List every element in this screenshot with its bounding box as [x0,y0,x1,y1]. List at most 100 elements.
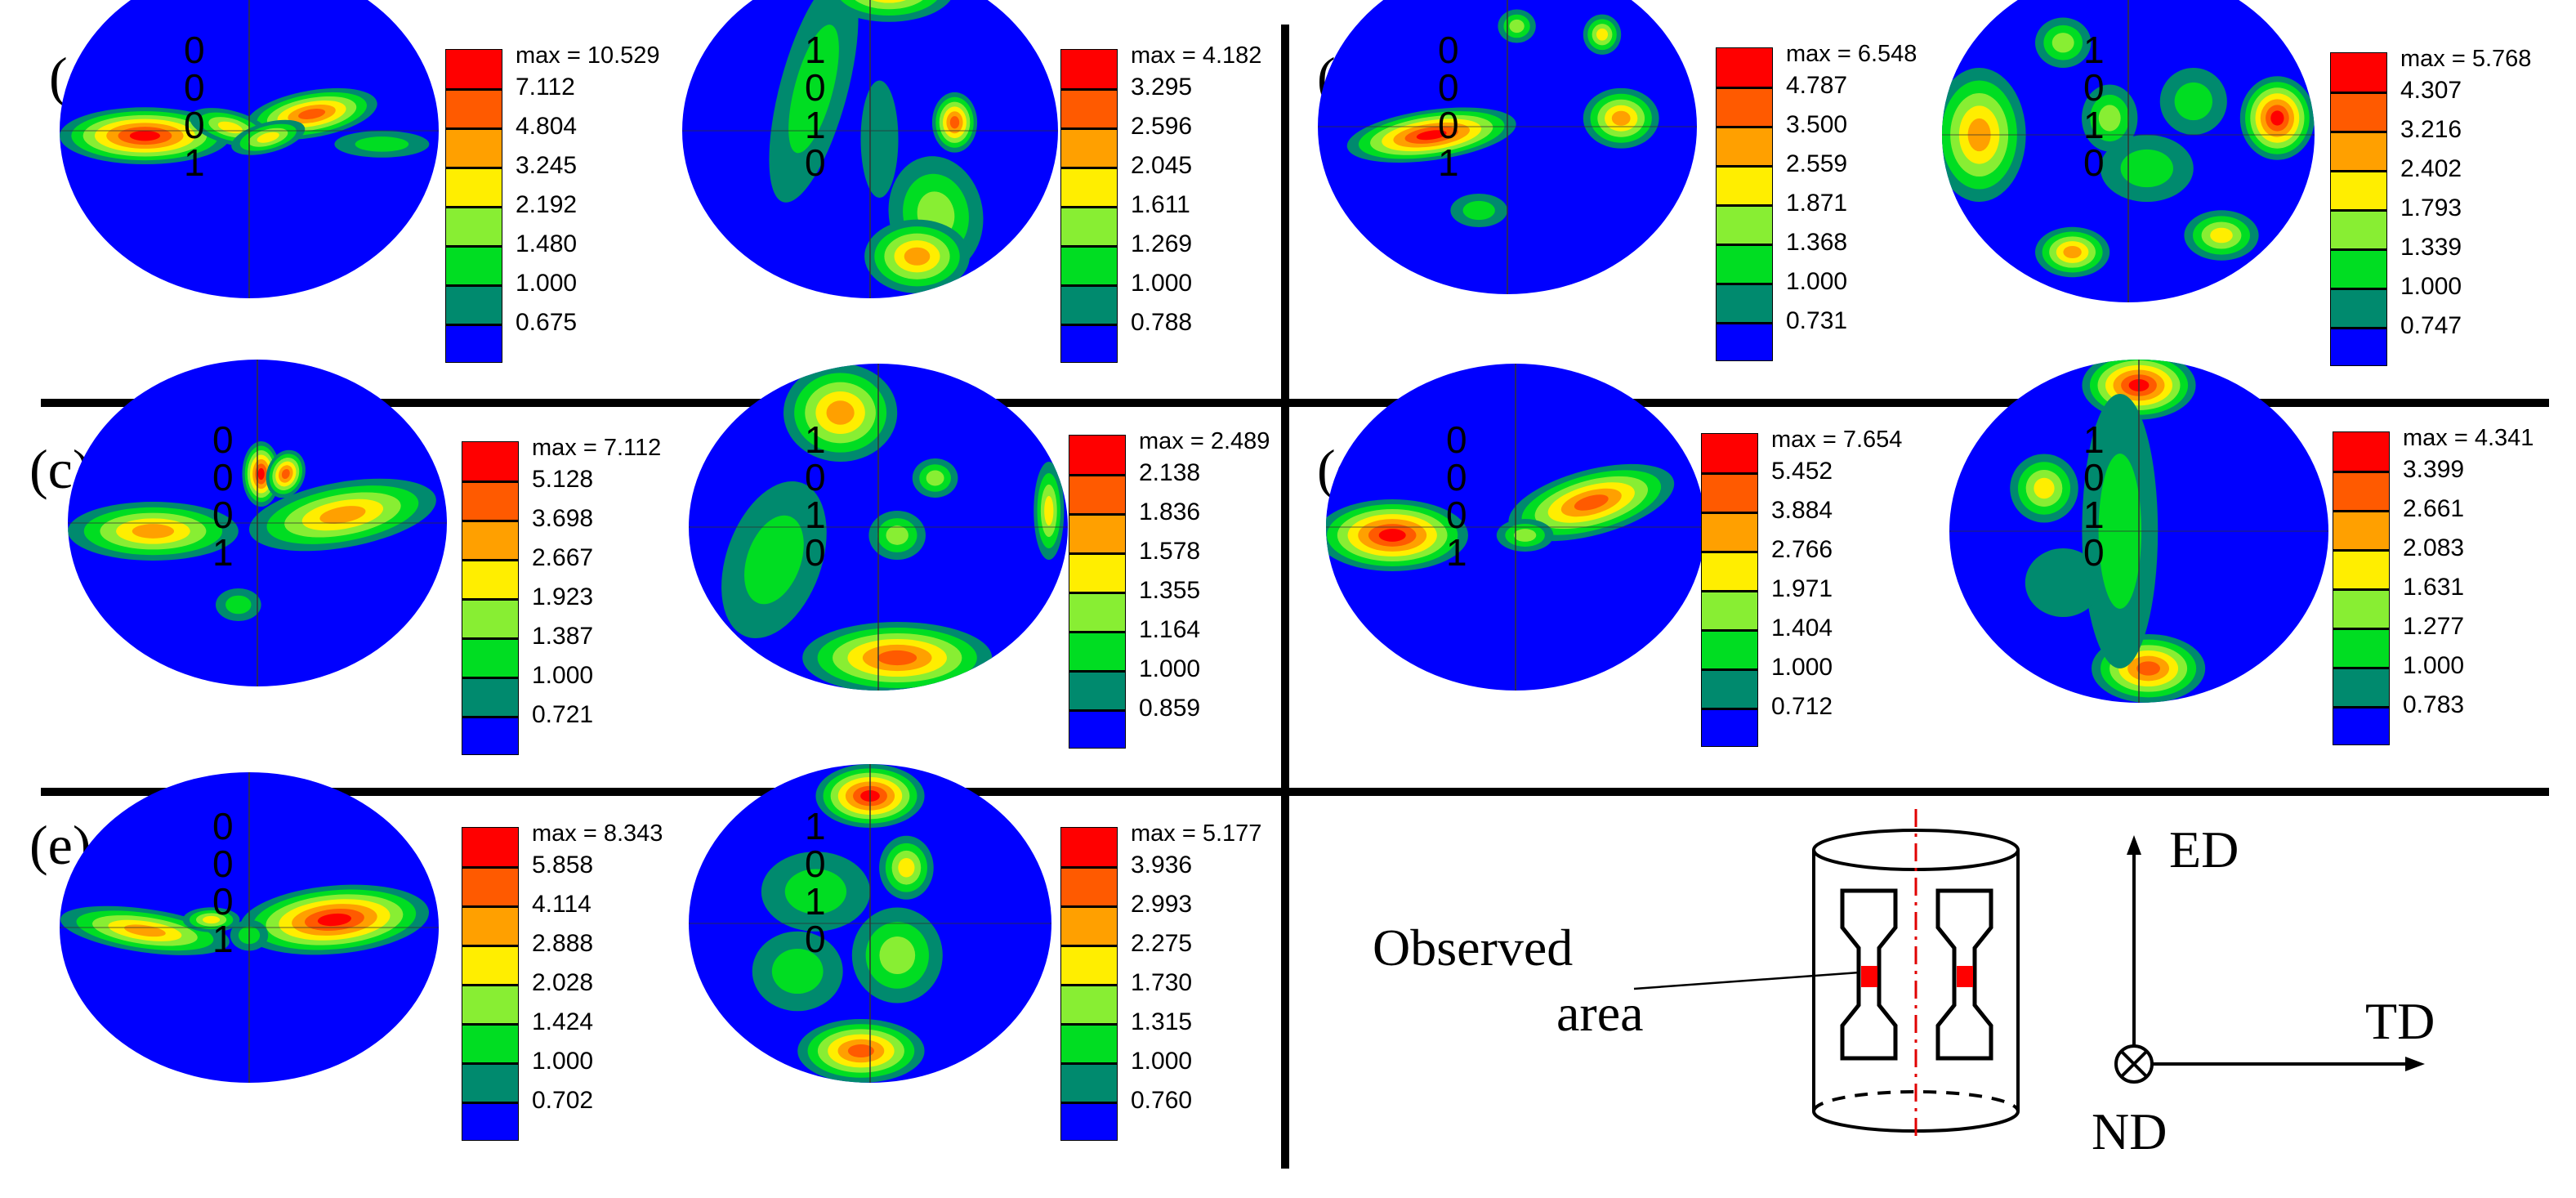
colorbar-tick-label: 2.083 [2403,534,2465,561]
colorbar-segment [1069,592,1126,631]
colorbar-tick-label: 1.000 [516,270,578,297]
colorbar-segment [1069,670,1126,709]
colorbar-tick-label: 1.269 [1131,230,1193,257]
colorbar-segment [1716,204,1773,244]
colorbar-tick-label: 0.859 [1139,695,1201,722]
specimen-right [1935,888,1993,1061]
colorbar-segment [462,677,519,716]
colorbar-tick-label: 1.368 [1786,229,1848,256]
colorbar-segment [1060,206,1118,245]
colorbar-max-label: max = 4.341 [2403,425,2534,451]
intensity-contour [2063,245,2082,259]
colorbar-segment [462,441,519,481]
colorbar-max-label: max = 7.112 [532,435,662,461]
intensity-contour [203,915,221,924]
cylinder-bottom-back [1812,1090,2020,1112]
colorbar-segment [1060,284,1118,324]
colorbar-tick-label: 1.000 [1771,654,1833,681]
colorbar-tick-label: 1.000 [1786,268,1848,295]
colorbar-segment [462,520,519,559]
intensity-contour [257,467,265,481]
pole-figure-2-2 [1942,0,2315,302]
colorbar-segment [2333,549,2390,588]
intensity-contour [1611,110,1631,126]
colorbar-segment [1060,866,1118,905]
colorbar-segment [2333,510,2390,549]
colorbar-tick-label: 1.631 [2403,574,2465,601]
colorbar-segment [1060,245,1118,284]
horizontal-divider-2 [41,788,2549,796]
colorbar-tick-label: 0.783 [2403,691,2465,718]
colorbar-tick-label: 2.888 [532,930,594,957]
colorbar-tick-label: 0.731 [1786,307,1848,334]
colorbar-segment [1716,87,1773,126]
colorbar-segment [2333,471,2390,510]
nd-symbol [2114,1044,2154,1084]
colorbar-segment [1060,167,1118,206]
intensity-contour [1044,495,1054,526]
intensity-contour [826,400,855,425]
colorbar-segment [445,88,502,127]
colorbar-tick-label: 3.936 [1131,852,1193,878]
colorbar-segment [462,716,519,755]
colorbar-tick-label: 1.000 [1139,655,1201,682]
colorbar-segment [462,559,519,598]
horizontal-divider-1 [41,399,2549,407]
intensity-contour [788,25,839,154]
colorbar-segment [1060,49,1118,88]
colorbar-tick-label: 1.424 [532,1008,594,1035]
intensity-contour [2270,110,2284,126]
colorbar-segment [462,1062,519,1102]
colorbar-segment [462,598,519,637]
pole-figure-title: 1 0 1 0 [805,29,841,184]
colorbar-tick-label: 2.667 [532,544,594,571]
colorbar-tick-label: 2.596 [1131,113,1193,140]
intensity-contour [225,595,252,615]
intensity-contour [2034,477,2055,499]
colorbar-segment [445,245,502,284]
colorbar-tick-label: 2.192 [516,191,578,218]
colorbar-segment [2330,209,2387,248]
intensity-contour [926,470,944,486]
colorbar-tick-label: 1.480 [516,230,578,257]
pole-figure-title: 0 0 0 1 [212,418,248,574]
colorbar-tick-label: 3.698 [532,505,594,532]
intensity-contour [860,80,899,198]
colorbar-tick-label: 1.923 [532,583,594,610]
colorbar-segment [1701,708,1758,747]
pole-figure-4-1 [1326,364,1705,691]
colorbar-tick-label: 0.747 [2400,312,2462,339]
colorbar-tick-label: 4.114 [532,891,592,918]
colorbar-segment [1716,165,1773,204]
colorbar-segment [1716,283,1773,322]
intensity-contour [132,524,175,539]
pole-figure-5-1 [60,772,439,1083]
colorbar-tick-label: 1.387 [532,623,594,650]
colorbar-tick-label: 2.559 [1786,150,1848,177]
colorbar-max-label: max = 5.177 [1131,820,1262,847]
intensity-contour [1513,529,1537,542]
colorbar-segment [462,866,519,905]
intensity-contour [877,650,917,666]
colorbar-tick-label: 1.355 [1139,577,1201,604]
intensity-contour [2174,82,2212,121]
colorbar-segment [1701,472,1758,512]
colorbar-segment [2333,706,2390,745]
colorbar-tick-label: 1.971 [1771,575,1833,602]
colorbar-segment [445,324,502,363]
colorbar-segment [445,284,502,324]
colorbar-segment [445,127,502,167]
colorbar-segment [1069,709,1126,749]
pole-figure-title: 1 0 1 0 [2083,29,2119,184]
colorbar-max-label: max = 7.654 [1771,427,1903,453]
intensity-contour [298,108,326,120]
colorbar-segment [2330,92,2387,131]
colorbar-tick-label: 4.307 [2400,77,2462,104]
td-axis-label: TD [2365,992,2435,1050]
pole-figure-title: 1 0 1 0 [805,805,841,960]
colorbar-tick-label: 0.675 [516,309,578,336]
colorbar-segment [1069,435,1126,474]
colorbar-segment [1060,1102,1118,1141]
colorbar-tick-label: 1.404 [1771,615,1833,641]
colorbar-max-label: max = 8.343 [532,820,663,847]
